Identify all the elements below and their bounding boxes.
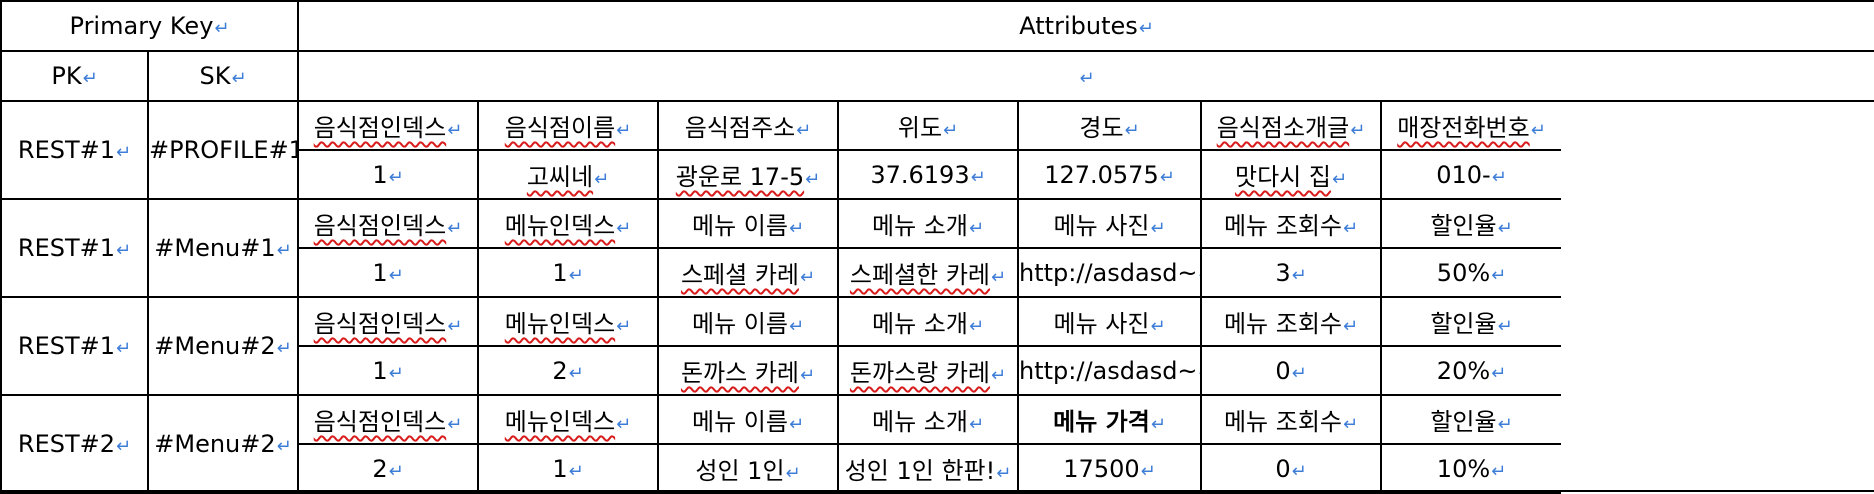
attribute-value-cell: 10%↵: [1380, 443, 1562, 494]
attribute-value-cell: 17500↵: [1017, 443, 1203, 494]
attribute-value-cell: 1↵: [297, 149, 480, 200]
attribute-name-cell: 메뉴 조회수↵: [1200, 296, 1383, 347]
attribute-value-cell: 고씨네↵: [477, 149, 660, 200]
item-rows: REST#1↵#PROFILE#1↵음식점인덱스↵음식점이름↵음식점주소↵위도↵…: [0, 100, 1874, 494]
attribute-value-cell: 3↵: [1200, 247, 1383, 298]
attribute-name-cell: 메뉴 사진↵: [1017, 296, 1203, 347]
attribute-value-row: 1↵ 고씨네↵ 광운로 17-5↵ 37.6193↵ 127.0575↵ 맛다시 집↵ 01…: [1, 149, 1874, 200]
attribute-name-row: REST#1↵ #Menu#1↵ 음식점인덱스↵ 메뉴인덱스↵ 메뉴 이름↵ 메뉴 소개↵…: [0, 198, 1874, 298]
attribute-name-cell: 매장전화번호↵: [1380, 100, 1562, 151]
attribute-name-cell: 메뉴 조회수↵: [1200, 198, 1383, 249]
attribute-value-cell: 성인 1인↵: [657, 443, 840, 494]
attribute-name-cell: 음식점인덱스↵: [297, 296, 480, 347]
pk-cell: REST#1↵: [0, 198, 149, 298]
attribute-value-cell: 1↵: [477, 247, 660, 298]
attribute-name-cell: 메뉴 소개↵: [837, 198, 1020, 249]
attribute-name-cell: 메뉴 이름↵: [657, 296, 840, 347]
sk-cell: #Menu#2↵: [146, 394, 300, 494]
attribute-value-cell: 1↵: [297, 247, 480, 298]
attribute-name-cell: 메뉴 이름↵: [657, 198, 840, 249]
attribute-value-cell: 127.0575↵: [1017, 149, 1203, 200]
attribute-value-cell: 1↵: [477, 443, 660, 494]
attribute-name-cell: 메뉴 소개↵: [837, 394, 1020, 445]
header-row: Primary Key↵ Attributes↵: [0, 0, 1874, 52]
sk-header: SK↵: [146, 50, 300, 102]
attribute-value-cell: 2↵: [477, 345, 660, 396]
primary-key-header: Primary Key↵: [0, 0, 300, 52]
pk-cell: REST#1↵: [0, 100, 149, 200]
attribute-name-cell: 메뉴 가격↵: [1017, 394, 1203, 445]
attribute-value-cell: 돈까스 카레↵: [657, 345, 840, 396]
pk-cell: REST#1↵: [0, 296, 149, 396]
attribute-value-row: 2↵ 1↵ 성인 1인↵ 성인 1인 한판!↵ 17500↵ 0↵ 10%↵: [1, 443, 1874, 494]
attribute-name-cell: 음식점인덱스↵: [297, 198, 480, 249]
attribute-name-row: REST#2↵ #Menu#2↵ 음식점인덱스↵ 메뉴인덱스↵ 메뉴 이름↵ 메뉴 소개↵…: [0, 394, 1874, 494]
attributes-header: Attributes↵: [297, 0, 1874, 52]
attribute-name-cell: 음식점이름↵: [477, 100, 660, 151]
attribute-name-cell: 메뉴 조회수↵: [1200, 394, 1383, 445]
attribute-value-cell: 37.6193↵: [837, 149, 1020, 200]
key-header-row: PK↵ SK↵ ↵: [0, 50, 1874, 102]
attribute-name-cell: 메뉴인덱스↵: [477, 394, 660, 445]
attribute-value-cell: 1↵: [297, 345, 480, 396]
attribute-name-cell: 경도↵: [1017, 100, 1203, 151]
attribute-value-cell: 스페셜한 카레↵: [837, 247, 1020, 298]
attribute-value-row: 1↵1↵스페셜 카레↵스페셜한 카레↵http://asdasd~↵3↵50%↵: [1, 247, 1874, 298]
pk-cell: REST#2↵: [0, 394, 149, 494]
attribute-value-cell: 50%↵: [1380, 247, 1562, 298]
attribute-value-cell: 0↵: [1200, 345, 1383, 396]
attribute-name-row: REST#1↵ #Menu#2↵ 음식점인덱스↵ 메뉴인덱스↵ 메뉴 이름↵ 메뉴 소개↵…: [0, 296, 1874, 396]
attribute-name-cell: 음식점주소↵: [657, 100, 840, 151]
attribute-value-cell: 010-↵: [1380, 149, 1562, 200]
attributes-empty-cell: ↵: [297, 50, 1874, 102]
attribute-name-cell: 음식점인덱스↵: [297, 100, 480, 151]
sk-cell: #PROFILE#1↵: [146, 100, 300, 200]
attribute-name-cell: 메뉴 소개↵: [837, 296, 1020, 347]
attribute-value-cell: 성인 1인 한판!↵: [837, 443, 1020, 494]
attribute-value-cell: http://asdasd~↵: [1017, 247, 1203, 298]
attribute-value-cell: 2↵: [297, 443, 480, 494]
table-bottom-border: [0, 490, 1874, 492]
attribute-name-row: REST#1↵#PROFILE#1↵음식점인덱스↵음식점이름↵음식점주소↵위도↵…: [0, 100, 1874, 200]
attribute-name-cell: 할인율↵: [1380, 394, 1562, 445]
attribute-value-cell: 20%↵: [1380, 345, 1562, 396]
pk-header: PK↵: [0, 50, 149, 102]
attribute-name-cell: 할인율↵: [1380, 296, 1562, 347]
attribute-name-cell: 위도↵: [837, 100, 1020, 151]
attribute-name-cell: 메뉴인덱스↵: [477, 296, 660, 347]
attribute-name-cell: 할인율↵: [1380, 198, 1562, 249]
attribute-value-cell: 스페셜 카레↵: [657, 247, 840, 298]
attribute-value-row: 1↵2↵돈까스 카레↵돈까스랑 카레↵http://asdasd~↵0↵20%↵: [1, 345, 1874, 396]
attribute-name-cell: 메뉴인덱스↵: [477, 198, 660, 249]
attribute-value-cell: 0↵: [1200, 443, 1383, 494]
attribute-name-cell: 음식점인덱스↵: [297, 394, 480, 445]
attribute-name-cell: 메뉴 이름↵: [657, 394, 840, 445]
attribute-value-cell: 광운로 17-5↵: [657, 149, 840, 200]
attribute-value-cell: 맛다시 집↵: [1200, 149, 1383, 200]
attribute-value-cell: http://asdasd~↵: [1017, 345, 1203, 396]
attribute-name-cell: 음식점소개글↵: [1200, 100, 1383, 151]
attribute-value-cell: 돈까스랑 카레↵: [837, 345, 1020, 396]
sk-cell: #Menu#1↵: [146, 198, 300, 298]
attribute-name-cell: 메뉴 사진↵: [1017, 198, 1203, 249]
sk-cell: #Menu#2↵: [146, 296, 300, 396]
